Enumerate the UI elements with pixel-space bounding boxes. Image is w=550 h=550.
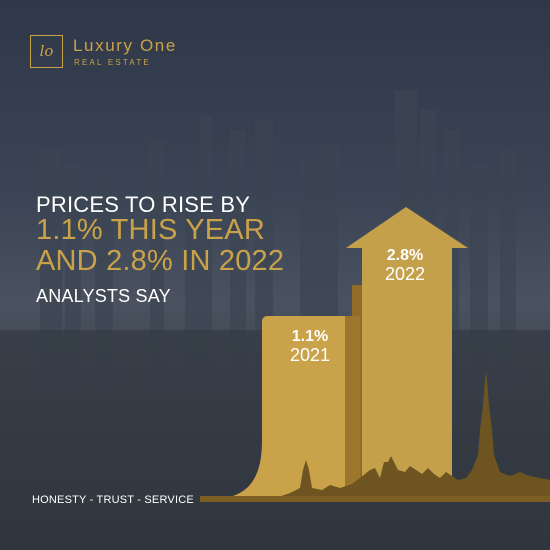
baseline-bar — [200, 496, 550, 502]
tagline: HONESTY - TRUST - SERVICE — [32, 494, 194, 506]
arrow-2021-percent: 1.1% — [291, 328, 329, 345]
monogram-logo-icon: lo — [30, 35, 63, 68]
skyline-silhouette — [270, 372, 550, 500]
arrow-2021-edge — [345, 316, 360, 500]
brand-name: Luxury One — [73, 36, 177, 55]
headline-line-3: AND 2.8% IN 2022 — [36, 245, 285, 277]
brand-logo: lo Luxury One REAL ESTATE — [30, 35, 230, 80]
arrow-2022-percent: 2.8% — [386, 247, 424, 264]
arrow-2022-year: 2022 — [384, 264, 426, 284]
headline-line-4: ANALYSTS SAY — [36, 286, 171, 306]
arrow-2022-shape — [346, 207, 468, 500]
headline-line-2: 1.1% THIS YEAR — [36, 214, 265, 246]
arrow-2021-year: 2021 — [289, 345, 331, 365]
arrow-2021-shape — [206, 316, 352, 500]
brand-subtitle: REAL ESTATE — [74, 58, 151, 67]
headline-line-1: PRICES TO RISE BY — [36, 192, 251, 217]
